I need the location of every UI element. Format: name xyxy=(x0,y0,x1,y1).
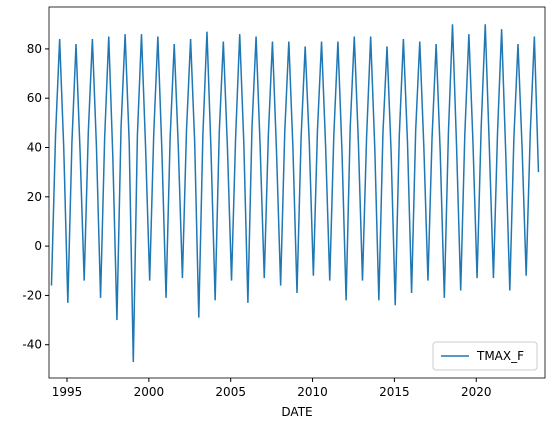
x-tick-label: 2010 xyxy=(297,385,328,399)
legend-box xyxy=(432,341,538,371)
y-tick-label: 20 xyxy=(27,190,42,204)
plot-frame xyxy=(48,6,546,379)
x-axis-label: DATE xyxy=(281,405,312,419)
x-tick-label: 2020 xyxy=(461,385,492,399)
y-tick-label: -40 xyxy=(22,338,42,352)
legend-label: TMAX_F xyxy=(476,349,524,363)
x-tick-label: 1995 xyxy=(52,385,83,399)
y-tick-label: 0 xyxy=(34,239,42,253)
y-tick-label: -20 xyxy=(22,288,42,302)
x-tick-label: 2015 xyxy=(379,385,410,399)
y-tick-label: 60 xyxy=(27,91,42,105)
y-tick-label: 40 xyxy=(27,141,42,155)
x-tick-label: 2000 xyxy=(134,385,165,399)
y-tick-label: 80 xyxy=(27,42,42,56)
data-line xyxy=(50,24,540,362)
x-tick-label: 2005 xyxy=(215,385,246,399)
